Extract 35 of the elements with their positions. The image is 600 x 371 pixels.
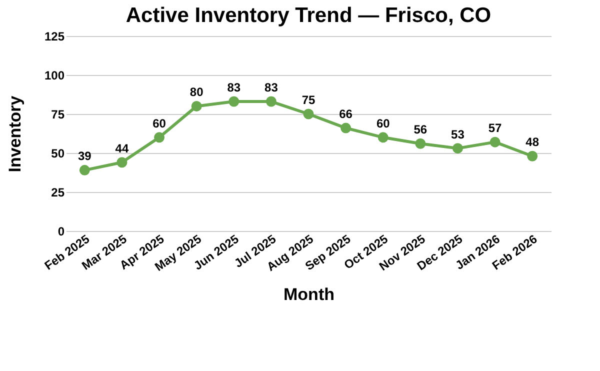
data-label: 48 (526, 135, 540, 150)
data-label: 80 (190, 85, 204, 100)
point (228, 96, 240, 107)
y-tick-label: 125 (44, 30, 65, 44)
y-tick-label: 100 (44, 68, 65, 82)
data-label: 83 (227, 80, 241, 95)
point (154, 132, 165, 143)
point (79, 164, 90, 176)
point (116, 157, 128, 168)
data-label: 83 (264, 80, 278, 95)
point (452, 143, 463, 154)
y-tick-label: 50 (51, 146, 65, 160)
point (527, 150, 538, 162)
y-tick-label: 75 (51, 108, 65, 122)
point (340, 122, 352, 134)
data-label: 75 (302, 93, 316, 107)
data-label: 57 (488, 121, 502, 136)
y-tick-label: 0 (58, 224, 65, 238)
data-label: 53 (451, 127, 465, 142)
data-label: 66 (339, 107, 353, 122)
data-label: 60 (152, 116, 166, 130)
data-label: 60 (376, 116, 390, 130)
point (415, 138, 426, 149)
data-label: 39 (78, 149, 92, 164)
point (303, 108, 314, 120)
y-axis-title: Inventory (5, 95, 24, 172)
point (490, 136, 500, 148)
point (378, 132, 388, 143)
data-label: 44 (115, 141, 129, 156)
point (191, 100, 202, 112)
data-label: 56 (414, 122, 428, 137)
x-axis-title: Month (284, 285, 334, 304)
y-tick-label: 25 (51, 186, 65, 200)
point (266, 96, 276, 107)
chart-title: Active Inventory Trend — Frisco, CO (126, 4, 492, 27)
